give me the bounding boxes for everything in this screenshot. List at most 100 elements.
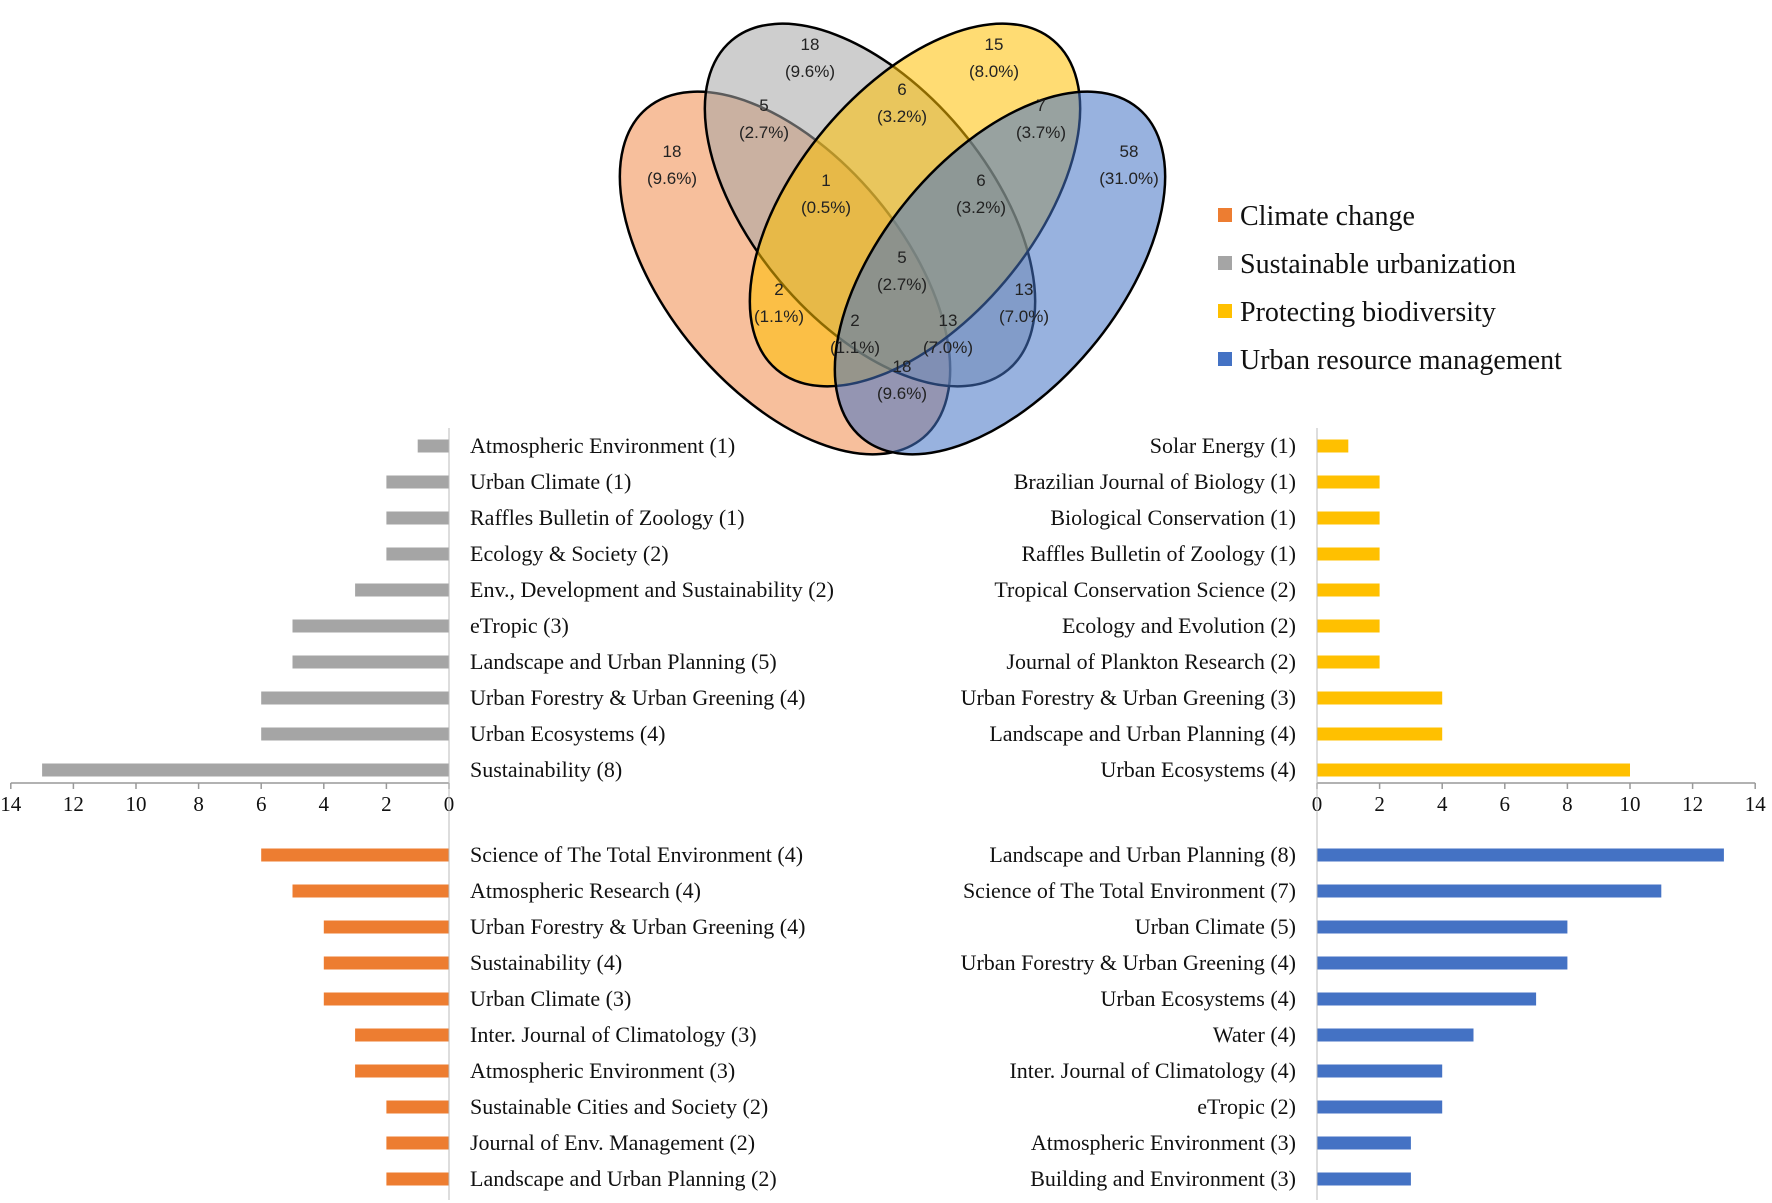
venn-count: 7 [1036, 96, 1045, 115]
category-label: Science of The Total Environment (7) [963, 878, 1296, 903]
bar [355, 1028, 449, 1042]
venn-region-climate-only: 18 (9.6%) [647, 142, 697, 188]
tick-label: 10 [1620, 792, 1641, 816]
bar-chart-protecting-biodiversity: Solar Energy (1) Brazilian Journal of Bio… [961, 433, 1630, 782]
bar [1317, 691, 1443, 705]
category-label: Atmospheric Environment (3) [1031, 1130, 1296, 1155]
bar [386, 475, 449, 489]
bar [1317, 884, 1662, 898]
category-label: Science of The Total Environment (4) [470, 842, 803, 867]
venn-percent: (2.7%) [877, 275, 927, 294]
venn-count: 13 [939, 311, 958, 330]
venn-region-climate-resource: 18 (9.6%) [877, 357, 927, 403]
category-label: Biological Conservation (1) [1050, 505, 1296, 530]
venn-percent: (9.6%) [647, 169, 697, 188]
venn-region-biodiversity-only: 15 (8.0%) [969, 35, 1019, 81]
x-axis: 0 2 4 6 8 10 12 14 [1312, 428, 1766, 1200]
venn-count: 15 [985, 35, 1004, 54]
tick-label: 12 [63, 792, 84, 816]
venn-count: 58 [1120, 142, 1139, 161]
category-label: Urban Ecosystems (4) [470, 721, 666, 746]
bar [386, 1172, 449, 1186]
tick-label: 12 [1682, 792, 1703, 816]
venn-ellipse-urban-resource-management [833, 90, 1167, 456]
venn-region-climate-sustainable-biodiversity: 1 (0.5%) [801, 171, 851, 217]
venn-percent: (7.0%) [999, 307, 1049, 326]
category-label: Urban Ecosystems (4) [1100, 986, 1296, 1011]
legend-label-sustainable-urbanization: Sustainable urbanization [1240, 249, 1516, 280]
category-label: Urban Forestry & Urban Greening (4) [470, 685, 805, 710]
venn-percent: (1.1%) [830, 338, 880, 357]
bar [1317, 763, 1630, 777]
venn-count: 6 [976, 171, 985, 190]
tick-label: 14 [0, 792, 22, 816]
bar [1317, 547, 1380, 561]
category-label: Inter. Journal of Climatology (4) [1009, 1058, 1296, 1083]
bar [261, 691, 449, 705]
category-label: Landscape and Urban Planning (5) [470, 649, 777, 674]
bar [261, 848, 449, 862]
category-label: eTropic (2) [1197, 1094, 1296, 1119]
category-label: eTropic (3) [470, 613, 569, 638]
bar-chart-sustainable-urbanization: Atmospheric Environment (1) Urban Climate… [42, 433, 834, 782]
legend-swatch-climate-change [1218, 208, 1232, 222]
venn-region-climate-sustainable-resource: 13 (7.0%) [923, 311, 973, 357]
venn-percent: (31.0%) [1099, 169, 1159, 188]
venn-count: 18 [663, 142, 682, 161]
category-label: Landscape and Urban Planning (8) [989, 842, 1296, 867]
bar [1317, 1172, 1411, 1186]
venn-region-climate-biodiversity-resource: 2 (1.1%) [830, 311, 880, 357]
bar [355, 583, 449, 597]
bar [386, 1136, 449, 1150]
tick-label: 8 [1562, 792, 1573, 816]
legend-label-urban-resource-management: Urban resource management [1240, 345, 1562, 376]
venn-region-sustainable-resource: 13 (7.0%) [999, 280, 1049, 326]
venn-percent: (3.2%) [956, 198, 1006, 217]
venn-diagram: 18 (9.6%) 15 (8.0%) 5 (2.7%) 6 (3.2%) 7 (3.7%… [618, 22, 1167, 456]
tick-label: 14 [1745, 792, 1767, 816]
bar [323, 920, 449, 934]
bar [355, 1064, 449, 1078]
bar [1317, 727, 1443, 741]
venn-count: 6 [897, 80, 906, 99]
category-label: Env., Development and Sustainability (2) [470, 577, 834, 602]
tick-label: 6 [1500, 792, 1511, 816]
bar [1317, 920, 1568, 934]
bar [1317, 1064, 1443, 1078]
venn-count: 2 [774, 280, 783, 299]
category-label: Urban Ecosystems (4) [1100, 757, 1296, 782]
tick-label: 2 [1374, 792, 1385, 816]
category-label: Sustainability (4) [470, 950, 622, 975]
bar [1317, 1136, 1411, 1150]
venn-percent: (7.0%) [923, 338, 973, 357]
category-label: Atmospheric Environment (1) [470, 433, 735, 458]
venn-percent: (0.5%) [801, 198, 851, 217]
category-label: Water (4) [1213, 1022, 1296, 1047]
bar [1317, 511, 1380, 525]
bar-chart-urban-resource-management: Landscape and Urban Planning (8) Science … [961, 842, 1724, 1191]
tick-label: 4 [319, 792, 330, 816]
bar-chart-climate-change: Science of The Total Environment (4) Atmo… [261, 842, 805, 1191]
bar-charts: Atmospheric Environment (1) Urban Climate… [0, 428, 1766, 1200]
venn-percent: (1.1%) [754, 307, 804, 326]
venn-region-all-four: 5 (2.7%) [877, 248, 927, 294]
bar [386, 547, 449, 561]
bar [1317, 848, 1724, 862]
venn-region-climate-biodiversity: 2 (1.1%) [754, 280, 804, 326]
bar [261, 727, 449, 741]
bar [386, 1100, 449, 1114]
bar [1317, 655, 1380, 669]
venn-percent: (9.6%) [877, 384, 927, 403]
category-label: Journal of Plankton Research (2) [1006, 649, 1296, 674]
x-axis: 14 12 10 8 6 4 2 0 [0, 428, 454, 1200]
bar [1317, 619, 1380, 633]
bar [1317, 1100, 1443, 1114]
tick-label: 10 [126, 792, 147, 816]
category-label: Ecology and Evolution (2) [1062, 613, 1296, 638]
venn-count: 5 [897, 248, 906, 267]
venn-region-sustainable-only: 18 (9.6%) [785, 35, 835, 81]
venn-percent: (9.6%) [785, 62, 835, 81]
bar [292, 655, 449, 669]
category-label: Brazilian Journal of Biology (1) [1014, 469, 1296, 494]
